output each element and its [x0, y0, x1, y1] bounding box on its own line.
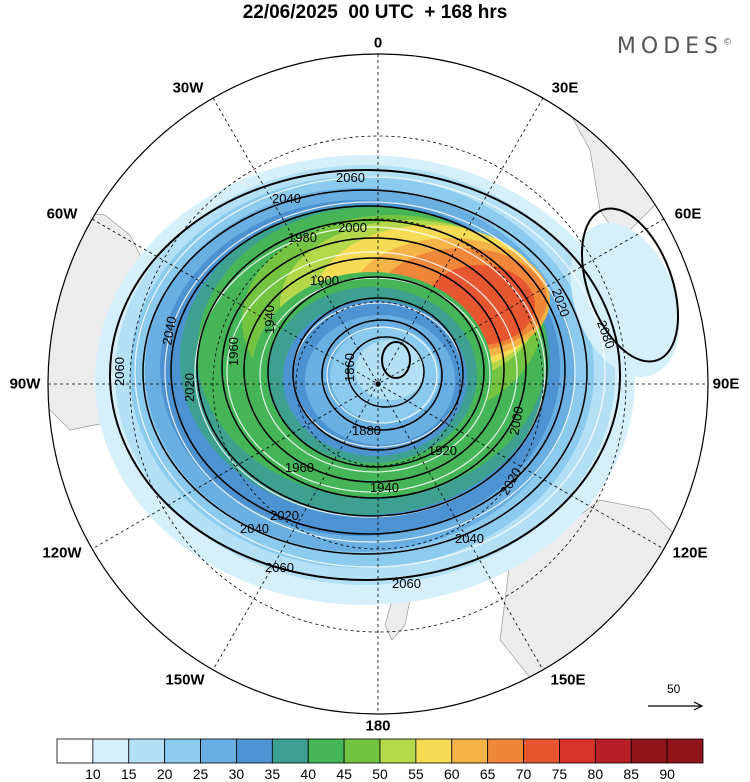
- colorbar-swatch: [128, 738, 166, 764]
- contour-label: 2060: [112, 357, 127, 386]
- contour-label: 1920: [428, 443, 457, 458]
- contour-label: 1880: [352, 423, 381, 438]
- colorbar-tick-label: 40: [300, 766, 317, 782]
- colorbar-tick-label: 35: [264, 766, 281, 782]
- colorbar-swatch: [487, 738, 524, 764]
- lon-label-30e: 30E: [551, 79, 579, 97]
- colorbar-tick-label: 75: [551, 766, 568, 782]
- lon-label-150w: 150W: [165, 671, 205, 689]
- contour-label: 1900: [310, 273, 339, 288]
- contour-label: 1940: [262, 305, 277, 334]
- colorbar-swatch: [200, 738, 237, 764]
- lon-label-30w: 30W: [172, 79, 204, 97]
- colorbar-tick-label: 45: [336, 766, 352, 782]
- lon-label-120w: 120W: [42, 544, 82, 562]
- lon-label-150e: 150E: [550, 671, 586, 689]
- colorbar-swatch: [236, 738, 273, 764]
- lon-label-90e: 90E: [712, 375, 740, 393]
- colorbar-tick-label: 25: [192, 766, 209, 782]
- wind-scale-label: 50: [667, 682, 681, 696]
- colorbar-swatch: [56, 738, 94, 764]
- contour-label: 2040: [240, 521, 269, 536]
- contour-label: 2000: [338, 220, 367, 235]
- colorbar-swatch: [451, 738, 489, 764]
- colorbar: [56, 738, 704, 764]
- contour-label: 2060: [265, 560, 294, 575]
- map-boundary: [47, 53, 709, 715]
- colorbar-tick-label: 15: [120, 766, 137, 782]
- colorbar-swatch: [594, 738, 632, 764]
- colorbar-tick-label: 60: [443, 766, 460, 782]
- colorbar-tick-label: 30: [228, 766, 245, 782]
- lon-label-90w: 90W: [9, 375, 41, 393]
- colorbar-swatch: [343, 738, 381, 764]
- colorbar-swatch: [523, 738, 560, 764]
- colorbar-tick-label: 20: [156, 766, 173, 782]
- contour-label: 1940: [370, 480, 399, 495]
- colorbar-swatch: [307, 738, 345, 764]
- geopotential-contours: [109, 169, 680, 581]
- wind-scale-arrow-icon: [648, 701, 704, 711]
- contour-label: 2060: [392, 576, 421, 591]
- colorbar-swatch: [415, 738, 453, 764]
- lon-label-60w: 60W: [46, 205, 78, 223]
- contour-label: 1860: [342, 353, 357, 382]
- contour-label: 1960: [226, 337, 241, 366]
- colorbar-swatch: [271, 738, 309, 764]
- colorbar-tick-label: 55: [408, 766, 424, 782]
- contour-label: 2000: [506, 405, 526, 436]
- lon-label-180: 180: [365, 717, 391, 735]
- lon-label-60e: 60E: [674, 205, 702, 223]
- colorbar-swatch: [164, 738, 201, 764]
- colorbar-swatch: [92, 738, 130, 764]
- colorbar-tick-label: 50: [372, 766, 388, 782]
- colorbar-tick-label: 10: [85, 766, 101, 782]
- colorbar-swatch: [666, 738, 704, 764]
- lon-label-0: 0: [373, 34, 383, 52]
- colorbar-swatch: [559, 738, 596, 764]
- brand-logo: MODES©: [616, 34, 732, 59]
- contour-label: 2040: [159, 315, 179, 346]
- colorbar-swatch: [379, 738, 417, 764]
- colorbar-tick-label: 70: [515, 766, 532, 782]
- contour-label: 1960: [285, 460, 314, 475]
- contour-label: 2060: [336, 170, 365, 185]
- contour-label: 2020: [270, 508, 299, 523]
- colorbar-tick-label: 90: [659, 766, 675, 782]
- map-title: 22/06/2025 00 UTC + 168 hrs: [242, 2, 508, 23]
- contour-label: 2040: [455, 531, 484, 546]
- lon-label-120e: 120E: [672, 544, 708, 562]
- colorbar-tick-label: 85: [623, 766, 640, 782]
- contour-label: 2020: [182, 373, 197, 402]
- contour-label: 2040: [272, 191, 301, 206]
- colorbar-swatch: [630, 738, 668, 764]
- colorbar-tick-label: 80: [587, 766, 604, 782]
- colorbar-tick-label: 65: [479, 766, 496, 782]
- pole-marker: [375, 381, 381, 387]
